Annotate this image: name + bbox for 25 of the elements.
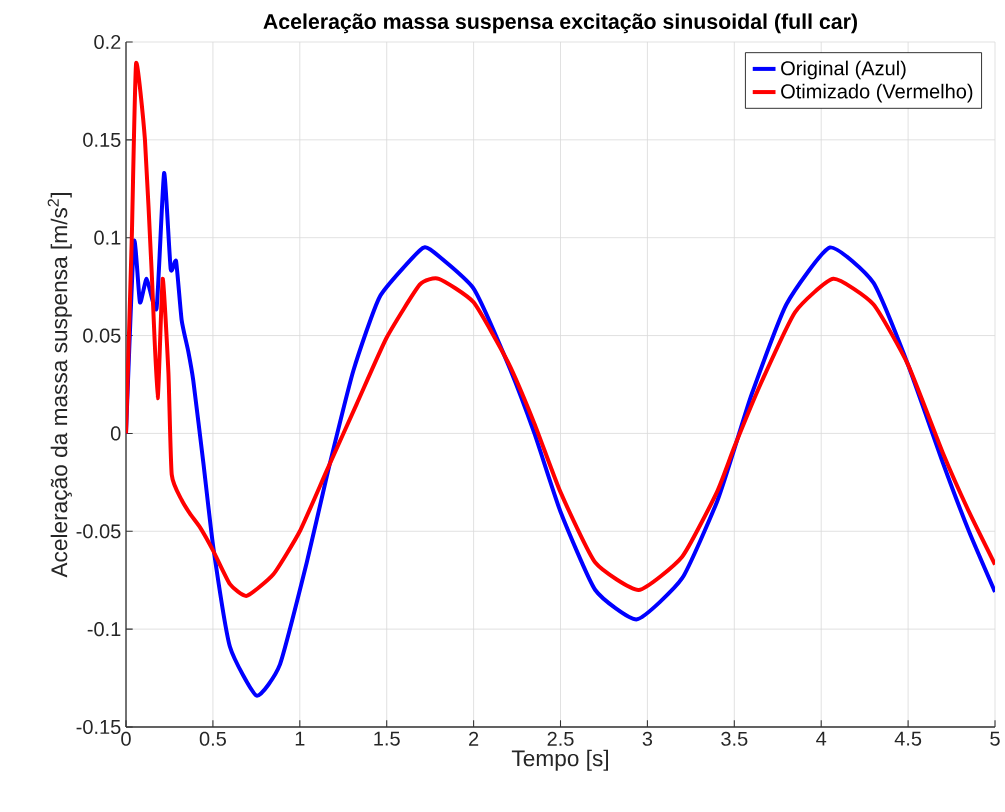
y-tick-label: -0.05 <box>76 524 121 539</box>
line-series <box>126 61 996 598</box>
x-tick-label: 1.5 <box>374 731 400 746</box>
x-tick-label: 4.5 <box>894 731 922 746</box>
x-tick-label: 4 <box>816 731 827 746</box>
y-tick-label: 0.1 <box>94 230 121 245</box>
y-axis-title: Aceleração da massa suspensa [m/s$^{2}$] <box>47 193 72 578</box>
y-tick-label: -0.15 <box>76 719 121 735</box>
x-tick-label: 2.5 <box>547 731 574 746</box>
x-tick-label: 1 <box>295 731 305 746</box>
x-tick-label: 0 <box>121 731 131 746</box>
x-axis-title: Tempo [s] <box>511 749 608 771</box>
x-tick-label: 0.5 <box>199 731 226 746</box>
chart-title: Aceleração massa suspensa excitação sinusoidal (full car) <box>263 13 857 34</box>
x-tick-label: 5 <box>990 731 1000 746</box>
y-tick-label: 0.15 <box>83 132 121 147</box>
x-tick-label: 3.5 <box>721 731 748 746</box>
y-tick-label: 0.2 <box>94 34 121 50</box>
x-tick-label: 2 <box>469 731 479 746</box>
x-tick-label: 3 <box>642 731 653 746</box>
y-tick-label: 0 <box>110 426 121 441</box>
y-tick-label: -0.1 <box>87 622 121 637</box>
y-tick-label: 0.05 <box>83 328 121 343</box>
legend-label: Otimizado (Vermelho) <box>781 83 973 103</box>
legend-label: Original (Azul) <box>781 60 906 80</box>
